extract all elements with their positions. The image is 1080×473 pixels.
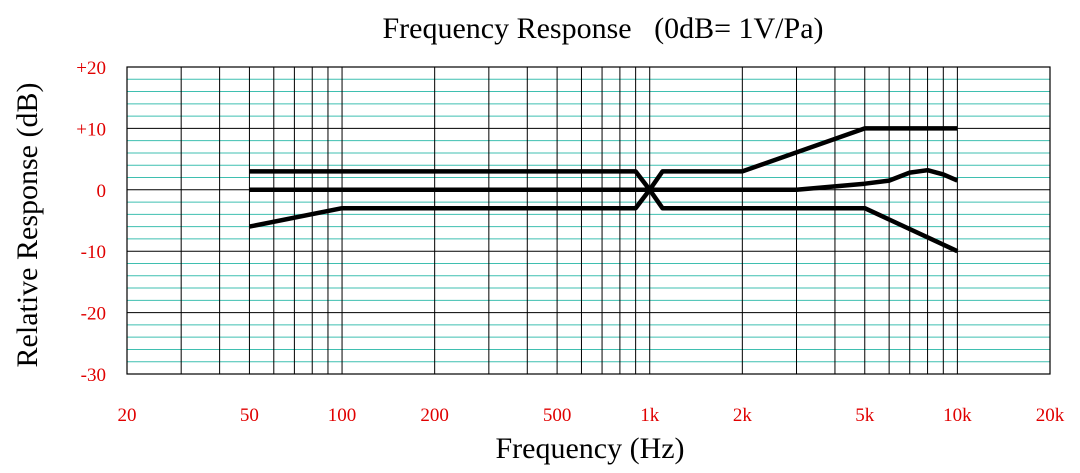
- x-tick-label: 20k: [1036, 405, 1065, 426]
- response-curve-1: [249, 126, 958, 193]
- x-tick-label: 2k: [733, 405, 753, 426]
- response-curve-2: [249, 167, 959, 193]
- x-tick-label: 10k: [943, 405, 972, 426]
- y-tick-label: +10: [76, 119, 106, 140]
- y-tick-label: -10: [81, 242, 106, 263]
- x-tick-label: 1k: [640, 405, 660, 426]
- x-tick-label: 500: [543, 405, 572, 426]
- x-tick-label: 100: [328, 405, 357, 426]
- y-axis-label: Relative Response (dB): [11, 83, 44, 368]
- response-curve-3: [248, 187, 959, 254]
- x-tick-label: 20: [118, 405, 137, 426]
- x-tick-label: 5k: [855, 405, 875, 426]
- x-tick-label: 50: [240, 405, 259, 426]
- x-axis-label: Frequency (Hz): [495, 432, 684, 465]
- y-tick-label: 0: [97, 181, 107, 202]
- chart-title: Frequency Response (0dB= 1V/Pa): [382, 12, 823, 45]
- y-tick-label: -30: [81, 365, 106, 386]
- x-tick-label: 200: [420, 405, 449, 426]
- plot-frame: [126, 66, 1051, 375]
- y-tick-label: +20: [76, 58, 106, 79]
- y-tick-label: -20: [81, 304, 106, 325]
